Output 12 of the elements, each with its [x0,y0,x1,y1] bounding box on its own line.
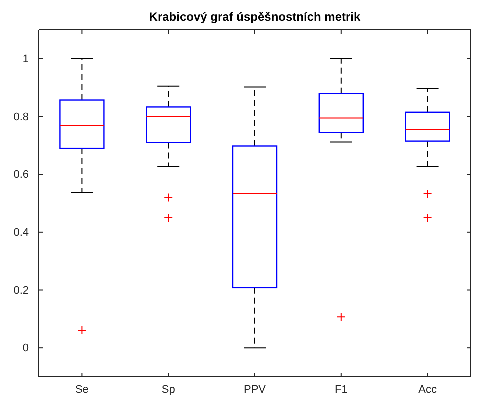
x-tick-label: PPV [244,384,267,396]
x-tick-label: Se [75,384,89,396]
y-tick-label: 0.6 [14,169,29,182]
x-tick-label: Acc [418,384,438,396]
y-tick-label: 0 [22,342,29,355]
y-tick-label: 0.8 [14,111,29,124]
y-tick-label: 1 [22,53,29,66]
y-tick-label: 0.2 [14,284,29,297]
y-tick-label: 0.4 [14,226,29,239]
x-tick-label: Sp [162,384,176,396]
chart-title: Krabicový graf úspěšnostních metrik [149,10,362,24]
x-tick-label: F1 [334,384,348,396]
